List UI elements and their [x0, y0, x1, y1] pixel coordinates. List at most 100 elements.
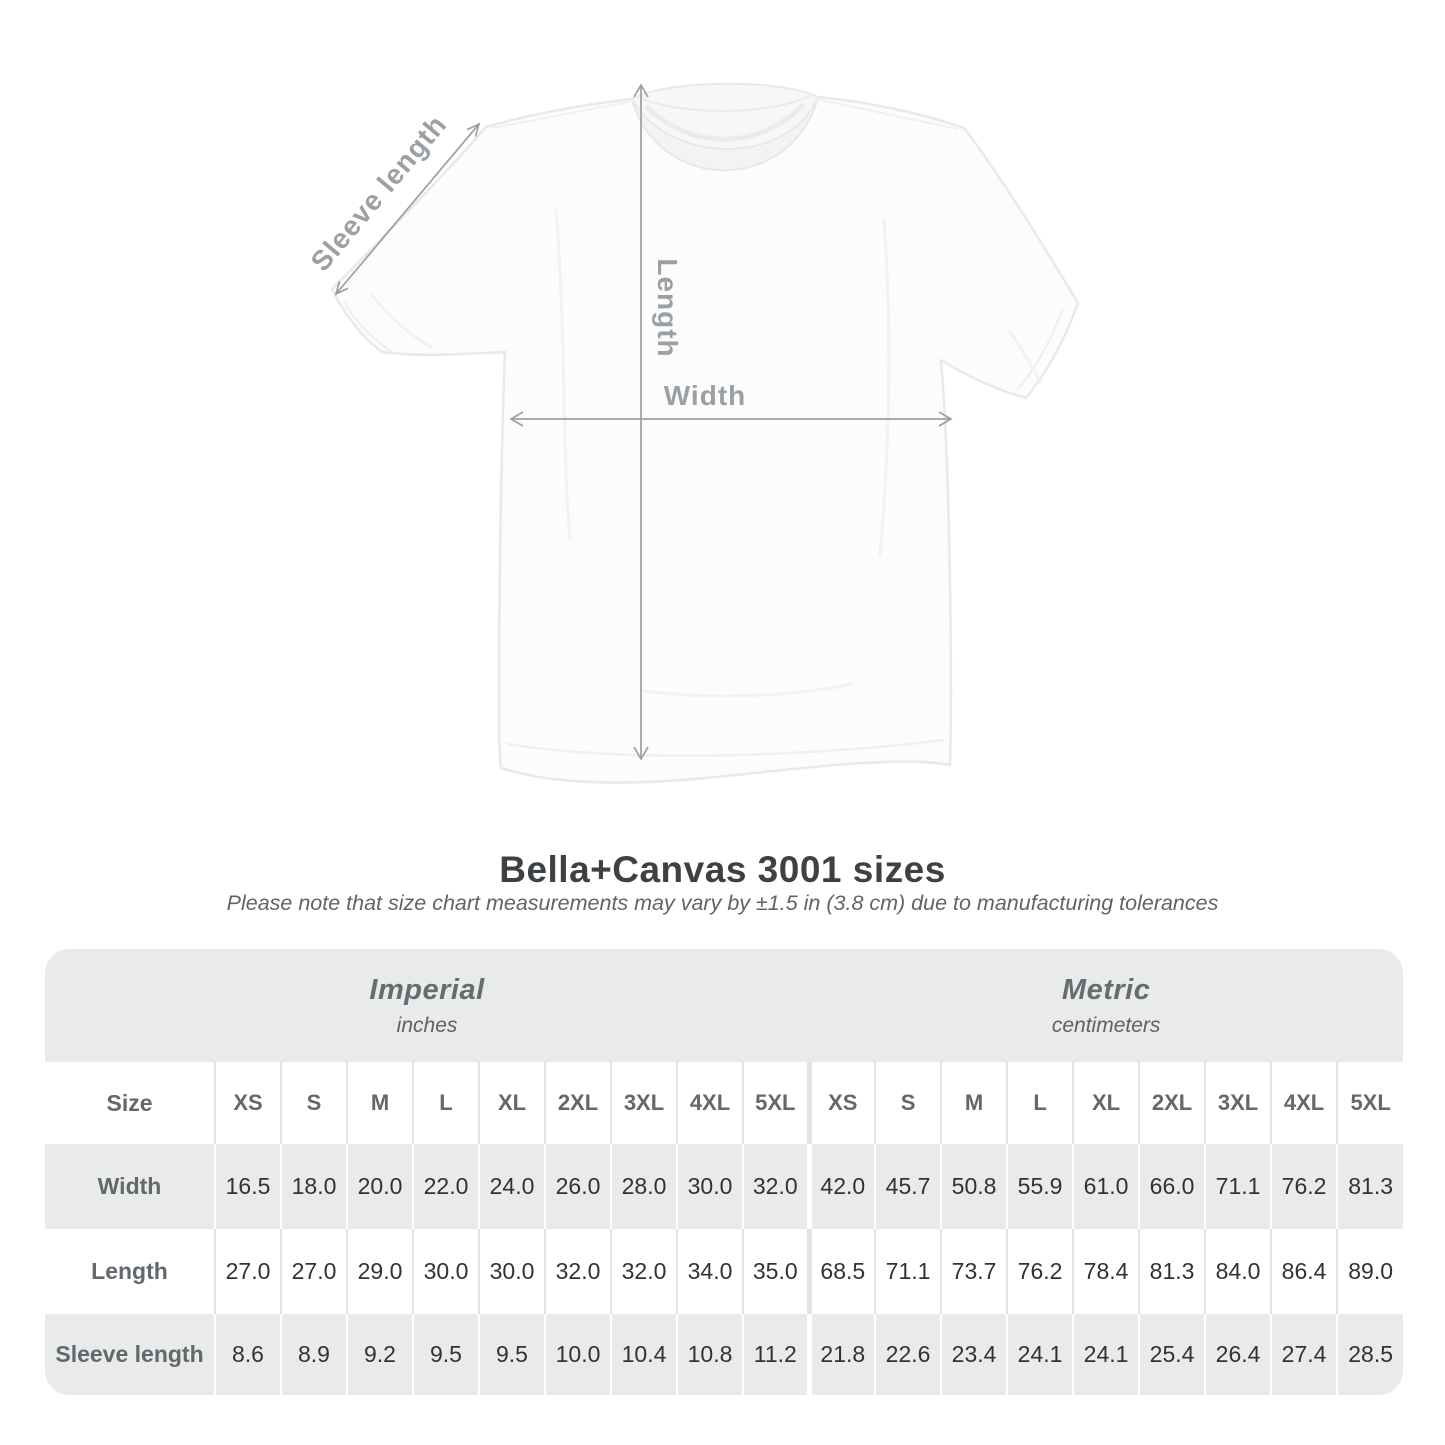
table-cell: 73.7	[940, 1229, 1008, 1314]
size-header: XS	[214, 1062, 281, 1144]
table-cell: 27.4	[1270, 1314, 1338, 1395]
table-cell: 18.0	[280, 1144, 347, 1229]
table-cell: 28.5	[1336, 1314, 1403, 1395]
size-chart-table: Imperial inches Metric centimeters Size …	[45, 949, 1403, 1395]
table-cell: 27.0	[280, 1229, 347, 1314]
table-cell: 50.8	[940, 1144, 1008, 1229]
back-collar-seam	[637, 94, 813, 112]
arrowhead-left-icon	[509, 411, 524, 427]
table-row-width: Width 16.5 18.0 20.0 22.0 24.0 26.0 28.0…	[45, 1144, 1403, 1229]
size-header: 2XL	[544, 1062, 611, 1144]
table-cell: 81.3	[1138, 1229, 1206, 1314]
arrowhead-down-icon	[633, 746, 649, 761]
table-cell: 11.2	[741, 1314, 810, 1395]
table-cell: 30.0	[676, 1144, 743, 1229]
cuff-stitch-right	[1017, 307, 1064, 390]
size-header: 3XL	[1204, 1062, 1272, 1144]
table-cell: 8.6	[214, 1314, 281, 1395]
table-cell: 24.0	[478, 1144, 545, 1229]
table-cell: 26.0	[544, 1144, 611, 1229]
table-cell: 22.6	[874, 1314, 942, 1395]
width-label: Width	[664, 380, 747, 411]
table-cell: 8.9	[280, 1314, 347, 1395]
imperial-subtitle: inches	[396, 1013, 458, 1037]
tshirt-graphic	[330, 82, 1080, 784]
table-cell: 10.8	[676, 1314, 743, 1395]
row-label: Width	[45, 1144, 215, 1229]
table-cell: 21.8	[806, 1314, 876, 1395]
size-header: M	[346, 1062, 413, 1144]
arrowhead-right-icon	[938, 411, 953, 427]
shoulder-seam-left	[491, 100, 635, 129]
size-header: XL	[1072, 1062, 1140, 1144]
tshirt-body	[330, 95, 1080, 784]
imperial-group-header: Imperial inches	[45, 949, 810, 1062]
size-header: M	[940, 1062, 1008, 1144]
table-cell: 45.7	[874, 1144, 942, 1229]
tshirt-measurement-diagram: Sleeve length Length Width	[305, 82, 1080, 784]
length-label: Length	[652, 258, 683, 357]
table-cell: 23.4	[940, 1314, 1008, 1395]
table-cell: 81.3	[1336, 1144, 1403, 1229]
table-cell: 30.0	[412, 1229, 479, 1314]
table-cell: 71.1	[874, 1229, 942, 1314]
table-cell: 68.5	[806, 1229, 876, 1314]
table-cell: 86.4	[1270, 1229, 1338, 1314]
tolerance-note: Please note that size chart measurements…	[226, 891, 1219, 915]
neck-shadow	[645, 103, 805, 142]
table-cell: 42.0	[806, 1144, 876, 1229]
table-cell: 34.0	[676, 1229, 743, 1314]
table-cell: 16.5	[214, 1144, 281, 1229]
table-cell: 9.5	[478, 1314, 545, 1395]
size-header: XS	[806, 1062, 876, 1144]
table-cell: 24.1	[1072, 1314, 1140, 1395]
width-arrow	[509, 411, 953, 427]
size-header: 5XL	[741, 1062, 810, 1144]
measurement-annotations	[334, 83, 953, 761]
table-cell: 78.4	[1072, 1229, 1140, 1314]
size-header: L	[412, 1062, 479, 1144]
cuff-stitch-left	[343, 301, 393, 353]
size-header: 3XL	[610, 1062, 677, 1144]
metric-title: Metric	[1061, 973, 1151, 1006]
metric-group-header: Metric centimeters	[809, 949, 1403, 1062]
table-row-length: Length 27.0 27.0 29.0 30.0 30.0 32.0 32.…	[45, 1229, 1403, 1314]
table-cell: 29.0	[346, 1229, 413, 1314]
table-cell: 32.0	[544, 1229, 611, 1314]
size-header: L	[1006, 1062, 1074, 1144]
table-cell: 35.0	[741, 1229, 810, 1314]
arrowhead-upright-icon	[466, 122, 481, 137]
imperial-title: Imperial	[369, 973, 485, 1006]
size-header: 2XL	[1138, 1062, 1206, 1144]
hem-stitch	[506, 738, 945, 757]
table-cell: 55.9	[1006, 1144, 1074, 1229]
table-cell: 10.4	[610, 1314, 677, 1395]
table-cell: 24.1	[1006, 1314, 1074, 1395]
table-cell: 22.0	[412, 1144, 479, 1229]
table-cell: 32.0	[741, 1144, 810, 1229]
arrowhead-downleft-icon	[334, 281, 349, 296]
page-title: Bella+Canvas 3001 sizes	[499, 849, 946, 890]
table-cell: 27.0	[214, 1229, 281, 1314]
table-cell: 30.0	[478, 1229, 545, 1314]
size-header: 4XL	[676, 1062, 743, 1144]
size-header: S	[280, 1062, 347, 1144]
sleeve-length-arrow	[334, 122, 481, 296]
table-cell: 26.4	[1204, 1314, 1272, 1395]
length-arrow	[633, 83, 649, 761]
table-cell: 76.2	[1006, 1229, 1074, 1314]
table-cell: 76.2	[1270, 1144, 1338, 1229]
size-header: 4XL	[1270, 1062, 1338, 1144]
row-label: Sleeve length	[45, 1314, 215, 1395]
fabric-wrinkles	[370, 208, 1042, 698]
size-header-row: Size XS S M L XL 2XL 3XL 4XL 5XL XS S M …	[45, 1062, 1403, 1144]
table-cell: 10.0	[544, 1314, 611, 1395]
table-cell: 61.0	[1072, 1144, 1140, 1229]
size-header: S	[874, 1062, 942, 1144]
row-label: Length	[45, 1229, 215, 1314]
unit-group-row: Imperial inches Metric centimeters	[45, 949, 1403, 1062]
table-cell: 32.0	[610, 1229, 677, 1314]
table-cell: 20.0	[346, 1144, 413, 1229]
shoulder-seam-right	[815, 98, 959, 130]
